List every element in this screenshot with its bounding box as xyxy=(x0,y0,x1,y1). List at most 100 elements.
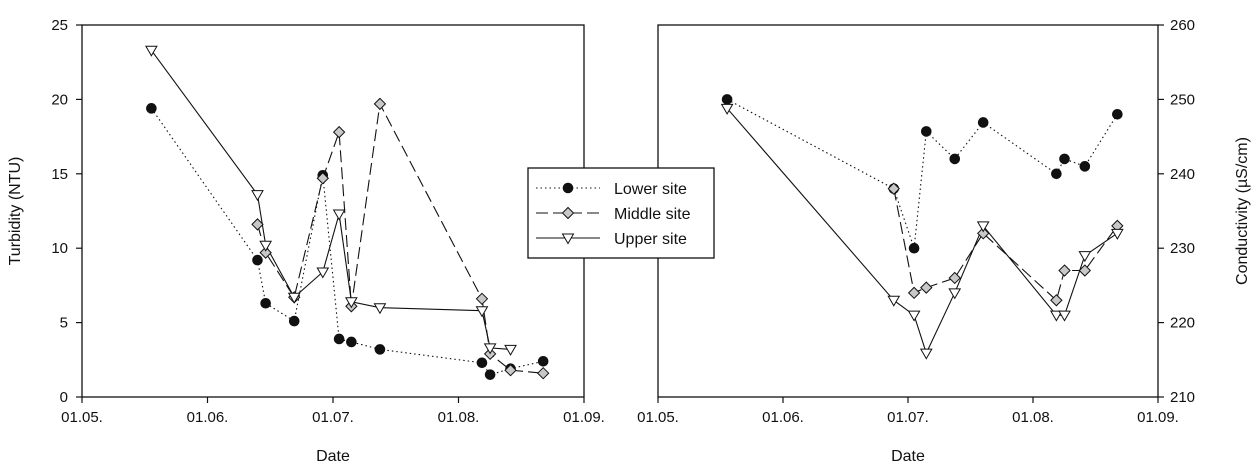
turbidity-point-middle-site xyxy=(536,366,550,380)
turbidity-point-lower-site xyxy=(333,333,345,345)
conductivity-x-tick-label: 01.08. xyxy=(1012,409,1054,426)
turbidity-x-tick-label: 01.07. xyxy=(312,409,354,426)
conductivity-y-tick-label: 260 xyxy=(1170,17,1195,34)
conductivity-point-upper-site xyxy=(976,221,990,233)
turbidity-point-lower-site xyxy=(252,254,263,266)
turbidity-y-tick-label: 15 xyxy=(51,166,68,183)
legend-label-middle-site: Middle site xyxy=(614,206,691,223)
turbidity-point-upper-site xyxy=(504,344,517,356)
conductivity-x-ticks: 01.05. 01.06. 01.07. 01.08. 01.09. xyxy=(637,397,1179,426)
turbidity-y-axis-title: Turbidity (NTU) xyxy=(7,157,24,266)
turbidity-point-lower-site xyxy=(346,336,357,348)
conductivity-y-ticks: 210 220 230 240 250 260 xyxy=(1158,17,1195,406)
conductivity-y-tick-label: 230 xyxy=(1170,240,1195,257)
conductivity-x-tick-label: 01.05. xyxy=(637,409,679,426)
conductivity-point-lower-site xyxy=(1112,108,1123,120)
legend: Lower site Middle site Upper site xyxy=(527,167,715,259)
conductivity-point-upper-site xyxy=(1058,310,1071,322)
turbidity-x-tick-label: 01.09. xyxy=(563,409,605,426)
turbidity-series-markers xyxy=(145,45,550,380)
conductivity-y-tick-label: 240 xyxy=(1170,166,1195,183)
conductivity-point-lower-site xyxy=(1059,153,1070,165)
conductivity-point-upper-site xyxy=(907,310,921,322)
conductivity-x-tick-label: 01.07. xyxy=(887,409,929,426)
turbidity-point-upper-site xyxy=(344,297,358,309)
conductivity-series-markers xyxy=(720,94,1124,360)
turbidity-point-lower-site xyxy=(146,103,157,114)
conductivity-x-tick-label: 01.09. xyxy=(1137,409,1179,426)
turbidity-point-middle-site xyxy=(251,218,264,231)
turbidity-x-axis-title: Date xyxy=(316,448,350,465)
turbidity-point-middle-site xyxy=(373,97,387,111)
conductivity-series-line-lower-site xyxy=(726,98,1118,249)
conductivity-point-upper-site xyxy=(1110,228,1124,240)
turbidity-point-upper-site xyxy=(251,190,264,202)
turbidity-point-upper-site xyxy=(316,267,330,279)
conductivity-y-tick-label: 250 xyxy=(1170,91,1195,108)
turbidity-x-ticks: 01.05. 01.06. 01.07. 01.08. 01.09. xyxy=(61,397,605,426)
turbidity-x-tick-label: 01.06. xyxy=(187,409,229,426)
turbidity-point-lower-site xyxy=(476,357,488,369)
legend-marker-upper-site xyxy=(561,233,575,245)
turbidity-point-upper-site xyxy=(145,45,158,57)
turbidity-point-lower-site xyxy=(484,369,496,380)
conductivity-point-upper-site xyxy=(948,288,962,300)
conductivity-x-axis-title: Date xyxy=(891,448,925,465)
conductivity-point-middle-site xyxy=(1058,264,1071,277)
turbidity-x-tick-label: 01.08. xyxy=(438,409,480,426)
conductivity-point-middle-site xyxy=(976,227,990,240)
conductivity-point-upper-site xyxy=(919,348,933,360)
conductivity-y-axis-title: Conductivity (µS/cm) xyxy=(1234,137,1251,285)
turbidity-point-upper-site xyxy=(373,303,387,315)
turbidity-point-middle-site xyxy=(475,292,489,305)
legend-label-upper-site: Upper site xyxy=(614,231,687,248)
turbidity-y-ticks: 0 5 10 15 20 25 xyxy=(51,17,82,406)
conductivity-y-tick-label: 220 xyxy=(1170,315,1195,332)
turbidity-point-middle-site xyxy=(504,364,517,377)
turbidity-point-lower-site xyxy=(374,344,386,355)
turbidity-point-upper-site xyxy=(475,306,489,318)
turbidity-panel: Date Turbidity (NTU) 01.05. 01.06. 01.07. 0… xyxy=(7,17,605,465)
conductivity-point-middle-site xyxy=(920,281,933,294)
conductivity-point-lower-site xyxy=(908,242,920,254)
turbidity-point-upper-site xyxy=(287,292,301,304)
conductivity-point-middle-site xyxy=(887,182,900,195)
turbidity-point-upper-site xyxy=(259,240,273,252)
turbidity-point-middle-site xyxy=(259,246,272,259)
conductivity-point-upper-site xyxy=(1050,310,1063,322)
turbidity-y-tick-label: 10 xyxy=(51,240,68,257)
turbidity-point-upper-site xyxy=(332,209,346,221)
conductivity-series-line-upper-site xyxy=(726,107,1118,355)
conductivity-point-middle-site xyxy=(948,271,961,285)
turbidity-y-tick-label: 20 xyxy=(51,91,68,108)
turbidity-point-lower-site xyxy=(288,315,300,327)
conductivity-point-lower-site xyxy=(977,117,989,128)
conductivity-point-upper-site xyxy=(887,295,901,307)
conductivity-x-tick-label: 01.06. xyxy=(762,409,804,426)
conductivity-point-lower-site xyxy=(721,94,733,105)
conductivity-point-upper-site xyxy=(1078,251,1092,263)
turbidity-point-middle-site xyxy=(332,125,346,139)
conductivity-point-middle-site xyxy=(907,286,921,300)
turbidity-y-tick-label: 0 xyxy=(60,389,68,406)
conductivity-point-upper-site xyxy=(720,103,734,115)
turbidity-y-tick-label: 5 xyxy=(60,315,68,332)
turbidity-point-middle-site xyxy=(316,172,330,185)
turbidity-point-upper-site xyxy=(483,343,497,355)
conductivity-point-lower-site xyxy=(1051,168,1062,180)
legend-marker-lower-site xyxy=(562,182,574,194)
conductivity-y-tick-label: 210 xyxy=(1170,389,1195,406)
legend-label-lower-site: Lower site xyxy=(614,181,687,198)
legend-box xyxy=(527,167,715,259)
conductivity-point-lower-site xyxy=(920,126,932,137)
turbidity-y-tick-label: 25 xyxy=(51,17,68,34)
turbidity-x-tick-label: 01.05. xyxy=(61,409,103,426)
conductivity-point-middle-site xyxy=(1078,264,1092,277)
conductivity-point-middle-site xyxy=(1050,294,1063,307)
conductivity-point-lower-site xyxy=(949,153,961,165)
turbidity-point-lower-site xyxy=(537,355,549,367)
conductivity-point-lower-site xyxy=(1079,161,1091,172)
legend-marker-middle-site xyxy=(561,206,575,220)
conductivity-panel: Date Conductivity (µS/cm) 01.05. 01.06. 01… xyxy=(637,17,1251,465)
